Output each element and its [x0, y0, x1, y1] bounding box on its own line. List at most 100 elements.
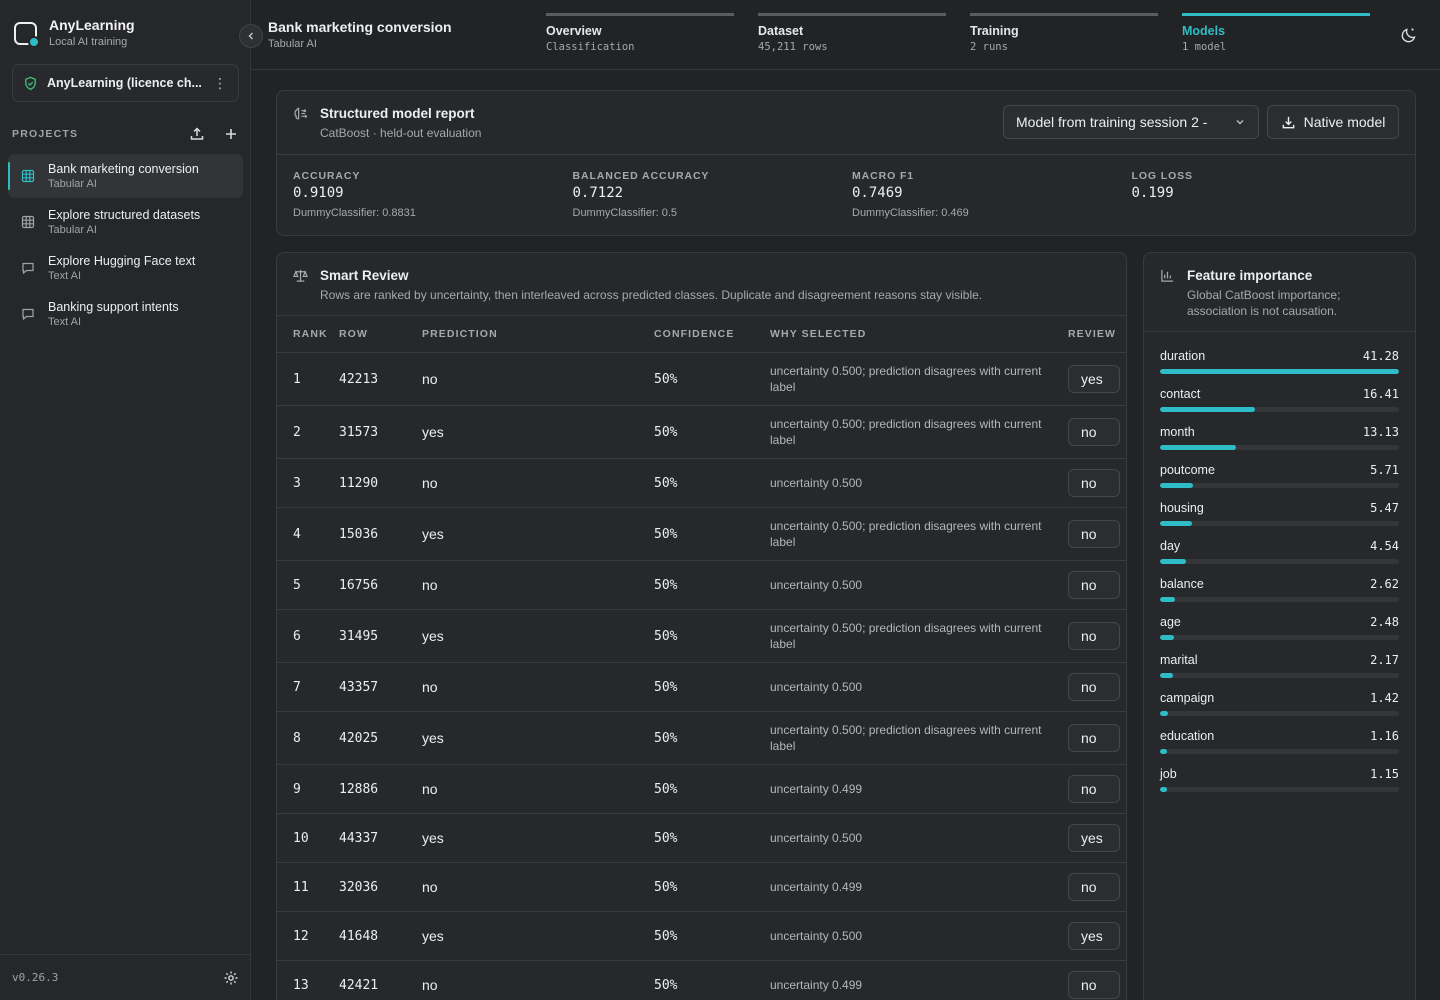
cell-confidence: 50% [654, 928, 678, 944]
cell-why-selected: uncertainty 0.500 [770, 476, 863, 490]
table-row[interactable]: 8 42025 yes 50% uncertainty 0.500; predictio… [277, 712, 1126, 765]
table-row[interactable]: 4 15036 yes 50% uncertainty 0.500; predictio… [277, 508, 1126, 561]
metric-value: 0.7469 [852, 185, 903, 201]
cell-confidence: 50% [654, 781, 678, 797]
col-rank[interactable]: RANK [293, 328, 328, 340]
review-label-select[interactable]: no [1068, 469, 1120, 497]
table-header: RANK ROW PREDICTION CONFIDENCE WHY SELEC… [277, 315, 1126, 353]
step-label: Training [970, 24, 1019, 38]
feature-name: education [1160, 729, 1215, 743]
cell-rank: 13 [293, 977, 309, 993]
table-row[interactable]: 6 31495 yes 50% uncertainty 0.500; predictio… [277, 610, 1126, 663]
chevron-left-icon [248, 32, 254, 40]
project-list: Bank marketing conversion Tabular AI Explo… [8, 154, 243, 338]
sidebar-item-project[interactable]: Explore Hugging Face text Text AI [8, 246, 243, 290]
table-row[interactable]: 11 32036 no 50% uncertainty 0.499 no [277, 863, 1126, 912]
add-project-icon[interactable] [223, 126, 239, 142]
review-label-select[interactable]: no [1068, 873, 1120, 901]
feature-item: marital 2.17 [1160, 652, 1399, 690]
review-label-select[interactable]: no [1068, 673, 1120, 701]
sidebar-item-project[interactable]: Explore structured datasets Tabular AI [8, 200, 243, 244]
review-table: RANK ROW PREDICTION CONFIDENCE WHY SELEC… [277, 315, 1126, 1000]
feature-bar-fill [1160, 635, 1175, 640]
native-model-label: Native model [1303, 114, 1386, 130]
review-label-select[interactable]: no [1068, 724, 1120, 752]
cell-review: yes [1068, 824, 1126, 852]
table-row[interactable]: 10 44337 yes 50% uncertainty 0.500 yes [277, 814, 1126, 863]
brand[interactable]: AnyLearning Local AI training [14, 16, 135, 50]
cell-review: no [1068, 971, 1126, 999]
feature-item: poutcome 5.71 [1160, 462, 1399, 500]
feature-value: 13.13 [1362, 425, 1399, 439]
app-name: AnyLearning [49, 17, 135, 33]
col-why-selected[interactable]: WHY SELECTED [770, 328, 867, 340]
native-model-button[interactable]: Native model [1267, 105, 1399, 139]
settings-gear-icon[interactable] [223, 970, 239, 986]
cell-row: 15036 [339, 526, 379, 542]
step-tab-dataset[interactable]: Dataset 45,211 rows [758, 13, 946, 55]
metric-value: 0.7122 [572, 185, 624, 201]
sidebar-item-project[interactable]: Banking support intents Text AI [8, 292, 243, 336]
feature-value: 1.42 [1370, 691, 1399, 705]
feature-bar-track [1160, 559, 1399, 564]
cell-row: 12886 [339, 781, 379, 797]
metric-baseline: DummyClassifier: 0.8831 [293, 207, 416, 219]
cell-row: 43357 [339, 679, 379, 695]
review-label-select[interactable]: no [1068, 571, 1120, 599]
table-row[interactable]: 12 41648 yes 50% uncertainty 0.500 yes [277, 912, 1126, 961]
model-report-card: Structured model report CatBoost · held-… [276, 90, 1416, 236]
table-row[interactable]: 2 31573 yes 50% uncertainty 0.500; predictio… [277, 406, 1126, 459]
metric-baseline: DummyClassifier: 0.469 [852, 207, 969, 219]
review-label-select[interactable]: no [1068, 775, 1120, 803]
metric-label: ACCURACY [293, 170, 361, 182]
more-vertical-icon[interactable]: ⋮ [213, 74, 227, 91]
metric-value: 0.199 [1131, 185, 1174, 201]
cell-why-selected: uncertainty 0.500 [770, 680, 863, 694]
table-row[interactable]: 7 43357 no 50% uncertainty 0.500 no [277, 663, 1126, 712]
table-row[interactable]: 5 16756 no 50% uncertainty 0.500 no [277, 561, 1126, 610]
review-label-select[interactable]: no [1068, 971, 1120, 999]
feature-name: job [1160, 767, 1177, 781]
cell-row: 31573 [339, 424, 379, 440]
step-tab-models[interactable]: Models 1 model [1182, 13, 1370, 55]
step-tab-overview[interactable]: Overview Classification [546, 13, 734, 55]
col-confidence[interactable]: CONFIDENCE [654, 328, 735, 340]
sidebar-item-project[interactable]: Bank marketing conversion Tabular AI [8, 154, 243, 198]
cell-confidence: 50% [654, 879, 678, 895]
app-logo-icon [14, 22, 40, 48]
cell-confidence: 50% [654, 577, 678, 593]
scale-icon [293, 268, 308, 283]
feature-name: contact [1160, 387, 1201, 401]
review-label-select[interactable]: yes [1068, 922, 1120, 950]
feature-value: 41.28 [1362, 349, 1399, 363]
feature-value: 5.71 [1370, 463, 1399, 477]
cell-rank: 1 [293, 371, 301, 387]
table-row[interactable]: 13 42421 no 50% uncertainty 0.499 no [277, 961, 1126, 1000]
cell-confidence: 50% [654, 679, 678, 695]
collapse-sidebar-button[interactable] [239, 24, 263, 48]
review-label-select[interactable]: no [1068, 622, 1120, 650]
feature-value: 2.62 [1370, 577, 1399, 591]
col-prediction[interactable]: PREDICTION [422, 328, 498, 340]
cell-review: no [1068, 775, 1126, 803]
model-select[interactable]: Model from training session 2 - [1003, 105, 1259, 139]
review-label-select[interactable]: yes [1068, 365, 1120, 393]
review-label-select[interactable]: yes [1068, 824, 1120, 852]
cell-review: no [1068, 520, 1126, 548]
cell-why-selected: uncertainty 0.500; prediction disagrees … [770, 723, 1042, 753]
table-row[interactable]: 3 11290 no 50% uncertainty 0.500 no [277, 459, 1126, 508]
cell-row: 16756 [339, 577, 379, 593]
theme-toggle-icon[interactable] [1400, 26, 1418, 44]
table-row[interactable]: 1 42213 no 50% uncertainty 0.500; prediction… [277, 353, 1126, 406]
upload-icon[interactable] [189, 126, 205, 142]
feature-name: poutcome [1160, 463, 1215, 477]
licence-selector[interactable]: AnyLearning (licence ch... ⋮ [12, 64, 239, 102]
feature-value: 1.15 [1370, 767, 1399, 781]
review-label-select[interactable]: no [1068, 520, 1120, 548]
col-row[interactable]: ROW [339, 328, 368, 340]
col-review[interactable]: REVIEW [1068, 328, 1117, 340]
step-tab-training[interactable]: Training 2 runs [970, 13, 1158, 55]
review-label-select[interactable]: no [1068, 418, 1120, 446]
table-row[interactable]: 9 12886 no 50% uncertainty 0.499 no [277, 765, 1126, 814]
cell-prediction: yes [422, 730, 444, 746]
